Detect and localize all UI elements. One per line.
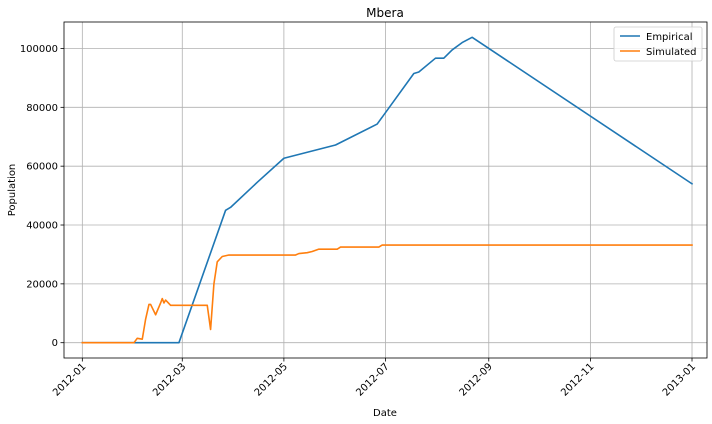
y-tick-label: 100000 — [20, 44, 58, 55]
series-layer — [81, 36, 694, 344]
y-tick-label: 0 — [52, 338, 58, 349]
chart-title: Mbera — [366, 6, 404, 20]
y-tick-label: 40000 — [26, 221, 58, 232]
series-line-simulated — [81, 244, 693, 344]
plot-frame — [63, 21, 708, 359]
legend-label-simulated: Simulated — [646, 47, 697, 58]
y-tick-label: 80000 — [26, 103, 58, 114]
y-tick-label: 20000 — [26, 279, 58, 290]
y-tick-label: 60000 — [26, 162, 58, 173]
legend-label-empirical: Empirical — [646, 32, 692, 43]
series-line-empirical — [81, 36, 694, 344]
grid-layer — [64, 22, 707, 358]
x-axis-label: Date — [373, 408, 397, 419]
legend: Empirical Simulated — [613, 26, 703, 62]
y-axis-label: Population — [7, 164, 18, 217]
